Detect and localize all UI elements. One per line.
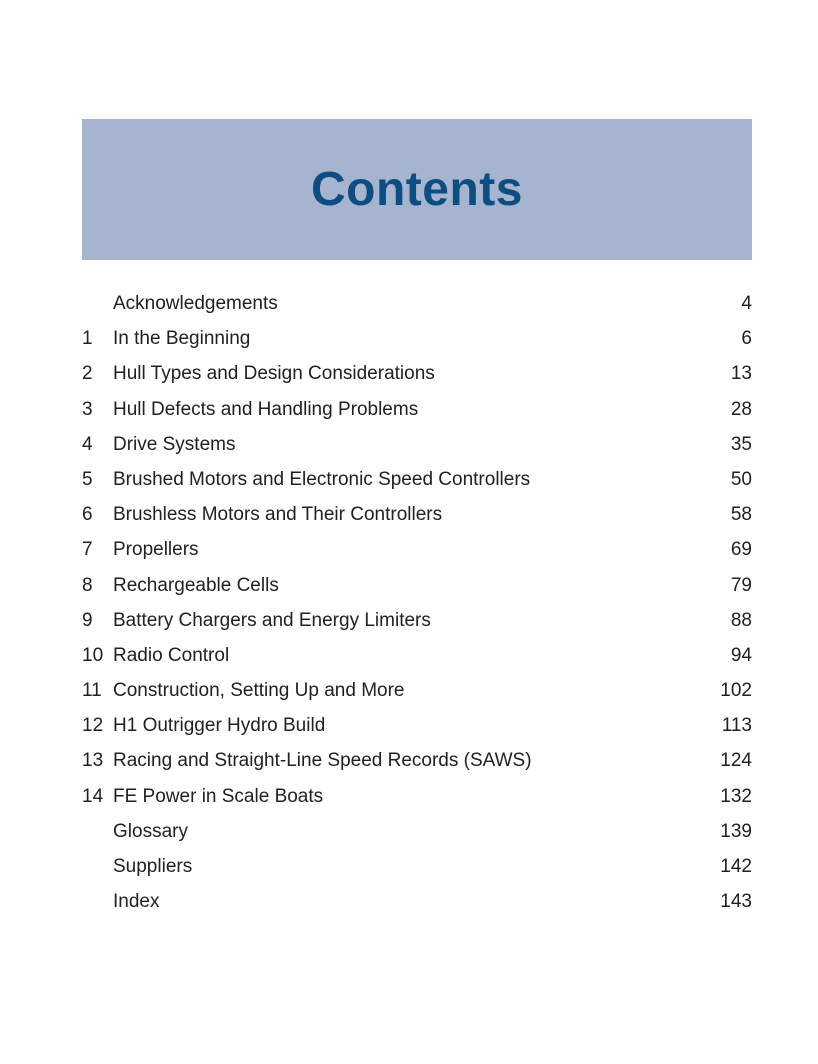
toc-chapter-number: 2	[82, 364, 113, 383]
toc-row: Index143	[82, 892, 752, 911]
toc-page-number: 142	[712, 857, 752, 876]
toc-chapter-title: Brushed Motors and Electronic Speed Cont…	[113, 470, 712, 489]
toc-chapter-number: 8	[82, 576, 113, 595]
toc-chapter-title: Index	[113, 892, 712, 911]
toc-chapter-title: Racing and Straight-Line Speed Records (…	[113, 751, 712, 770]
toc-page-number: 4	[712, 294, 752, 313]
toc-row: 12H1 Outrigger Hydro Build113	[82, 716, 752, 735]
table-of-contents: Acknowledgements41In the Beginning62Hull…	[82, 294, 752, 911]
toc-chapter-title: In the Beginning	[113, 329, 712, 348]
toc-chapter-number: 12	[82, 716, 113, 735]
toc-page-number: 50	[712, 470, 752, 489]
toc-chapter-number: 1	[82, 329, 113, 348]
toc-chapter-number: 11	[82, 681, 113, 700]
toc-row: 6Brushless Motors and Their Controllers5…	[82, 505, 752, 524]
toc-row: 1In the Beginning6	[82, 329, 752, 348]
toc-row: 11Construction, Setting Up and More102	[82, 681, 752, 700]
toc-chapter-title: Suppliers	[113, 857, 712, 876]
toc-page-number: 69	[712, 540, 752, 559]
toc-chapter-title: Hull Defects and Handling Problems	[113, 400, 712, 419]
toc-chapter-number: 7	[82, 540, 113, 559]
toc-chapter-title: Battery Chargers and Energy Limiters	[113, 611, 712, 630]
toc-chapter-number: 14	[82, 787, 113, 806]
toc-chapter-title: Rechargeable Cells	[113, 576, 712, 595]
toc-chapter-title: Radio Control	[113, 646, 712, 665]
toc-page-number: 28	[712, 400, 752, 419]
toc-row: 5Brushed Motors and Electronic Speed Con…	[82, 470, 752, 489]
toc-chapter-title: Construction, Setting Up and More	[113, 681, 712, 700]
toc-page-number: 113	[712, 716, 752, 735]
toc-chapter-number: 5	[82, 470, 113, 489]
toc-row: Glossary139	[82, 822, 752, 841]
toc-page-number: 35	[712, 435, 752, 454]
toc-page-number: 124	[712, 751, 752, 770]
toc-chapter-number: 4	[82, 435, 113, 454]
contents-title: Contents	[311, 162, 523, 217]
toc-chapter-title: Glossary	[113, 822, 712, 841]
toc-page-number: 58	[712, 505, 752, 524]
toc-row: 9Battery Chargers and Energy Limiters88	[82, 611, 752, 630]
toc-chapter-number: 6	[82, 505, 113, 524]
toc-page-number: 143	[712, 892, 752, 911]
toc-row: Suppliers142	[82, 857, 752, 876]
toc-chapter-title: Propellers	[113, 540, 712, 559]
toc-row: 3Hull Defects and Handling Problems28	[82, 400, 752, 419]
toc-chapter-title: Hull Types and Design Considerations	[113, 364, 712, 383]
toc-row: 4Drive Systems35	[82, 435, 752, 454]
toc-page-number: 13	[712, 364, 752, 383]
toc-page-number: 139	[712, 822, 752, 841]
toc-row: Acknowledgements4	[82, 294, 752, 313]
toc-chapter-title: Drive Systems	[113, 435, 712, 454]
toc-chapter-title: Brushless Motors and Their Controllers	[113, 505, 712, 524]
toc-chapter-number: 10	[82, 646, 113, 665]
toc-row: 8Rechargeable Cells79	[82, 576, 752, 595]
toc-row: 7Propellers69	[82, 540, 752, 559]
toc-page-number: 132	[712, 787, 752, 806]
toc-page-number: 102	[712, 681, 752, 700]
toc-chapter-title: H1 Outrigger Hydro Build	[113, 716, 712, 735]
toc-row: 10Radio Control94	[82, 646, 752, 665]
toc-chapter-title: Acknowledgements	[113, 294, 712, 313]
toc-page-number: 79	[712, 576, 752, 595]
toc-page-number: 88	[712, 611, 752, 630]
toc-row: 2Hull Types and Design Considerations13	[82, 364, 752, 383]
toc-chapter-number: 3	[82, 400, 113, 419]
toc-page-number: 6	[712, 329, 752, 348]
toc-row: 13Racing and Straight-Line Speed Records…	[82, 751, 752, 770]
toc-chapter-number: 13	[82, 751, 113, 770]
toc-page-number: 94	[712, 646, 752, 665]
toc-chapter-number: 9	[82, 611, 113, 630]
toc-row: 14FE Power in Scale Boats132	[82, 787, 752, 806]
contents-header-band: Contents	[82, 119, 752, 260]
toc-chapter-title: FE Power in Scale Boats	[113, 787, 712, 806]
